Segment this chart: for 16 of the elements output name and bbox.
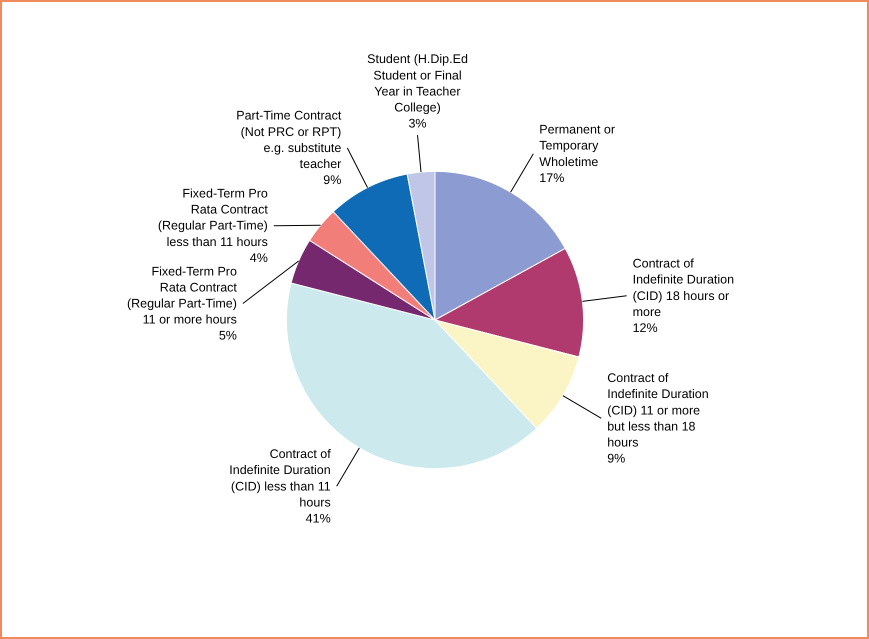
data-label: 17%	[539, 170, 564, 185]
slice-label: Contract of Indefinite Duration (CID) 11 or more but less than 18 hours	[607, 371, 709, 450]
slice-label: Contract of Indefinite Duration (CID) less than 11 hours	[229, 447, 332, 510]
data-label: 12%	[632, 320, 658, 335]
data-label: 9%	[323, 173, 342, 188]
slice-label: Permanent or Temporary Wholetime	[539, 122, 616, 169]
slice-label: Fixed-Term Pro Rata Contract (Regular Part-Time) less than 11 hours	[158, 186, 268, 249]
data-label: 9%	[607, 452, 626, 466]
slice-label: Fixed-Term Pro Rata Contract (Regular Part-Time) 11 or more hours	[126, 264, 238, 327]
data-label: 41%	[306, 511, 331, 526]
slice-label: Part-Time Contract (Not PRC or RPT) e.g. substitute teacher	[236, 108, 342, 171]
data-label: 3%	[408, 116, 427, 131]
data-label: 5%	[218, 328, 237, 343]
slice-label: Student (H.Dip.Ed Student or Final Year in Teacher College)	[367, 52, 468, 115]
slice-label: Contract of Indefinite Duration (CID) 18 hours or more	[632, 256, 734, 319]
data-label: 4%	[250, 250, 268, 265]
